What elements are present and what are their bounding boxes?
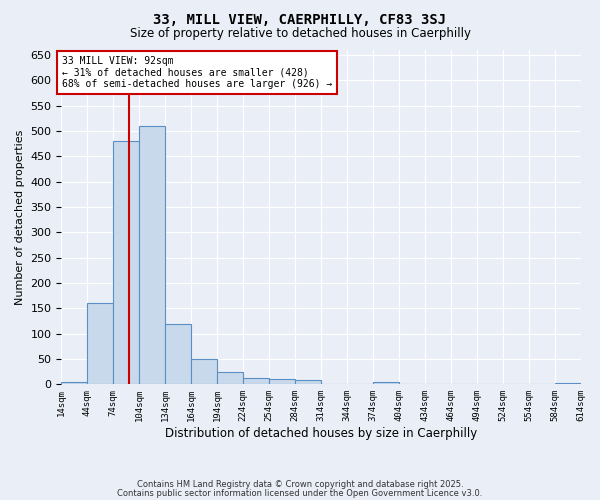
Text: Contains HM Land Registry data © Crown copyright and database right 2025.: Contains HM Land Registry data © Crown c… — [137, 480, 463, 489]
Text: 33, MILL VIEW, CAERPHILLY, CF83 3SJ: 33, MILL VIEW, CAERPHILLY, CF83 3SJ — [154, 12, 446, 26]
X-axis label: Distribution of detached houses by size in Caerphilly: Distribution of detached houses by size … — [165, 427, 477, 440]
Bar — [139, 126, 165, 384]
Bar — [113, 141, 139, 384]
Bar — [165, 324, 191, 384]
Bar — [269, 380, 295, 384]
Text: Contains public sector information licensed under the Open Government Licence v3: Contains public sector information licen… — [118, 488, 482, 498]
Bar — [191, 359, 217, 384]
Text: 33 MILL VIEW: 92sqm
← 31% of detached houses are smaller (428)
68% of semi-detac: 33 MILL VIEW: 92sqm ← 31% of detached ho… — [62, 56, 332, 90]
Bar — [295, 380, 321, 384]
Y-axis label: Number of detached properties: Number of detached properties — [15, 130, 25, 305]
Text: Size of property relative to detached houses in Caerphilly: Size of property relative to detached ho… — [130, 28, 470, 40]
Bar — [243, 378, 269, 384]
Bar — [217, 372, 243, 384]
Bar — [88, 304, 113, 384]
Bar — [373, 382, 399, 384]
Bar — [554, 383, 581, 384]
Bar — [61, 382, 88, 384]
